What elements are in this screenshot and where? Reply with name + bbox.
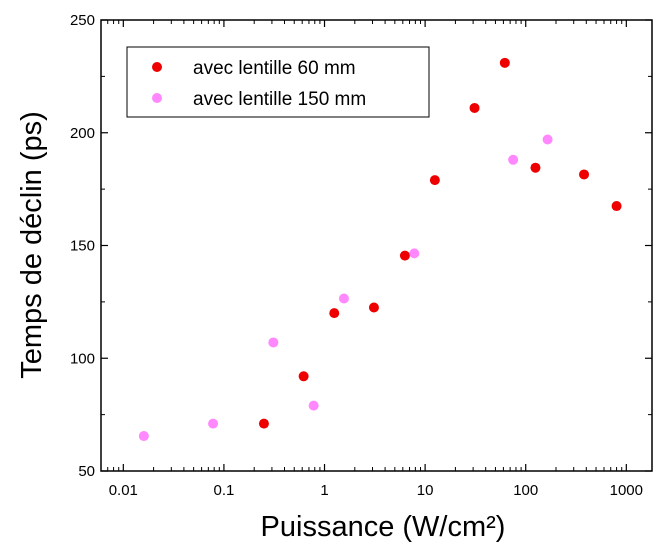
x-tick-label: 0.01 — [109, 482, 138, 499]
legend-box — [126, 46, 430, 118]
x-axis-ticks: 0.01 0.1 1 10 100 1000 — [107, 20, 643, 499]
data-point-series-2 — [508, 154, 519, 165]
data-point-series-1 — [258, 418, 269, 429]
data-point-series-1 — [329, 308, 340, 319]
data-point-series-2 — [409, 248, 420, 259]
legend-label-60mm: avec lentille 60 mm — [193, 58, 356, 79]
data-point-series-2 — [138, 431, 149, 442]
legend-marker-150mm — [152, 93, 162, 103]
y-axis-ticks: 50 100 150 200 250 — [70, 12, 652, 480]
y-tick-label: 50 — [78, 463, 95, 480]
data-point-series-2 — [268, 337, 279, 348]
data-point-series-2 — [208, 418, 219, 429]
data-point-series-1 — [368, 302, 379, 313]
data-points — [138, 57, 622, 442]
data-point-series-2 — [338, 293, 349, 304]
data-point-series-1 — [399, 250, 410, 261]
legend: avec lentille 60 mm avec lentille 150 mm — [126, 46, 430, 118]
x-tick-label: 1000 — [610, 482, 643, 499]
data-point-series-1 — [611, 201, 622, 212]
x-tick-label: 10 — [417, 482, 434, 499]
data-point-series-2 — [542, 134, 553, 145]
y-axis-title: Temps de déclin (ps) — [16, 111, 48, 379]
data-point-series-1 — [429, 175, 440, 186]
data-point-series-2 — [308, 400, 319, 411]
x-tick-label: 100 — [513, 482, 538, 499]
legend-marker-60mm — [152, 62, 162, 72]
y-tick-label: 200 — [70, 125, 95, 142]
x-tick-label: 0.1 — [213, 482, 234, 499]
data-point-series-1 — [530, 162, 541, 173]
y-tick-label: 250 — [70, 12, 95, 29]
x-tick-label: 1 — [320, 482, 328, 499]
y-tick-label: 100 — [70, 350, 95, 367]
data-point-series-1 — [499, 57, 510, 68]
legend-label-150mm: avec lentille 150 mm — [193, 89, 366, 110]
data-point-series-1 — [298, 371, 309, 382]
x-axis-title: Puissance (W/cm²) — [261, 511, 506, 543]
data-point-series-1 — [579, 169, 590, 180]
data-point-series-1 — [469, 102, 480, 113]
y-tick-label: 150 — [70, 238, 95, 255]
